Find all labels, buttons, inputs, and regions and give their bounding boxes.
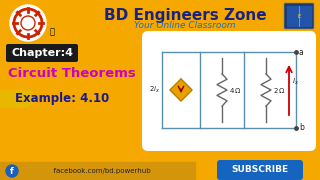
Text: 💡: 💡 (50, 28, 54, 37)
Bar (287, 6, 311, 26)
Text: $4\,\Omega$: $4\,\Omega$ (229, 86, 242, 94)
Circle shape (6, 165, 18, 177)
Text: E: E (297, 14, 301, 19)
Text: Circuit Theorems: Circuit Theorems (8, 66, 136, 80)
Text: f: f (10, 166, 14, 176)
Circle shape (10, 5, 46, 41)
Text: BD Engineers Zone: BD Engineers Zone (104, 8, 266, 22)
Text: Chapter:4: Chapter:4 (11, 48, 73, 58)
Text: Your Online Classroom: Your Online Classroom (134, 21, 236, 30)
Text: $2\,\Omega$: $2\,\Omega$ (273, 86, 286, 94)
Text: a: a (299, 48, 304, 57)
Text: b: b (299, 123, 304, 132)
FancyBboxPatch shape (142, 31, 316, 151)
Text: Example: 4.10: Example: 4.10 (15, 91, 109, 105)
FancyBboxPatch shape (6, 44, 78, 62)
Bar (0, 162, 195, 180)
Text: $I_x$: $I_x$ (292, 77, 299, 87)
Text: facebook.com/bd.powerhub: facebook.com/bd.powerhub (49, 168, 151, 174)
Text: SUBSCRIBE: SUBSCRIBE (231, 165, 289, 174)
FancyBboxPatch shape (284, 3, 314, 29)
Polygon shape (0, 90, 38, 107)
Polygon shape (170, 79, 192, 101)
FancyBboxPatch shape (217, 160, 303, 180)
Text: $2i_x$: $2i_x$ (149, 85, 160, 95)
